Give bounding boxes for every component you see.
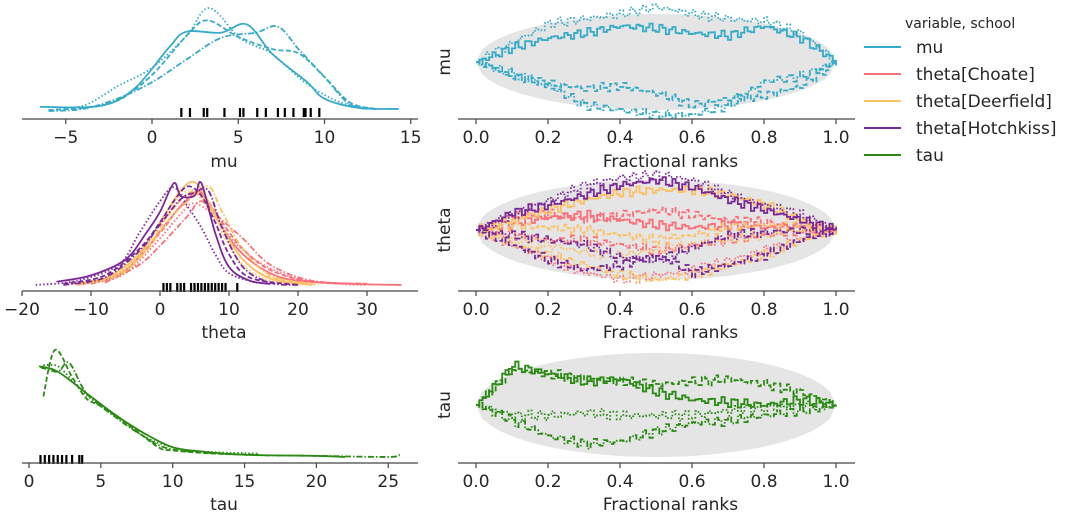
x-tick-label: 0.8 xyxy=(750,128,777,148)
kde-line-tau-2 xyxy=(43,363,259,455)
mu-density-panel: −5 0 5 10 15 mu xyxy=(22,7,422,172)
y-axis-label: theta xyxy=(435,208,455,253)
confidence-envelope xyxy=(476,180,836,280)
rank-ecdf-line-tau-2 xyxy=(476,399,837,422)
x-axis-label: Fractional ranks xyxy=(603,495,738,515)
rank-ecdf-line-theta-6 xyxy=(476,219,837,245)
x-tick-label: 15 xyxy=(400,128,422,148)
x-tick-label: 10 xyxy=(162,472,184,492)
x-tick-label: 0.0 xyxy=(462,472,489,492)
kde-line-theta-9 xyxy=(35,186,257,286)
legend-entry: mu xyxy=(864,38,943,58)
rank-ecdf-line-mu-3 xyxy=(476,61,837,120)
theta-density-panel: −20 −10 0 10 20 30 theta xyxy=(4,180,418,343)
x-axis-label: mu xyxy=(210,152,237,172)
x-tick-label: 10 xyxy=(314,128,336,148)
kde-line-mu-1 xyxy=(48,7,377,110)
legend-label: theta[Hotchkiss] xyxy=(916,119,1057,139)
confidence-envelope xyxy=(476,353,836,457)
kde-line-tau-3 xyxy=(40,361,401,458)
rank-ecdf-line-theta-1 xyxy=(476,228,837,284)
legend: variable, school mu theta[Choate] theta[De… xyxy=(864,16,1057,166)
legend-label: theta[Deerfield] xyxy=(916,92,1052,112)
rank-ecdf-line-mu-0 xyxy=(476,22,837,63)
x-tick-label: 0.6 xyxy=(678,128,705,148)
x-tick-label: 15 xyxy=(234,472,256,492)
legend-entry: theta[Deerfield] xyxy=(864,92,1052,112)
x-tick-label: 0.6 xyxy=(678,300,705,320)
x-tick-label: 1.0 xyxy=(822,472,849,492)
rank-ecdf-line-theta-11 xyxy=(476,224,837,264)
x-tick-label: 10 xyxy=(218,300,240,320)
x-tick-label: −10 xyxy=(73,300,109,320)
tau-rank-panel: tau 0.0 0.2 0.4 0.6 0.8 1.0 Fractional ranks xyxy=(435,353,855,515)
x-tick-label: 0.8 xyxy=(750,300,777,320)
mu-rank-panel: mu 0.0 0.2 0.4 0.6 0.8 1.0 Fractional ranks xyxy=(435,3,855,172)
kde-line-tau-1 xyxy=(42,348,259,456)
y-axis-label: tau xyxy=(435,391,455,419)
legend-label: mu xyxy=(916,38,943,58)
rank-ecdf-line-theta-9 xyxy=(476,170,837,232)
x-tick-label: 1.0 xyxy=(822,128,849,148)
x-tick-label: −20 xyxy=(4,300,40,320)
x-tick-label: 5 xyxy=(233,128,244,148)
x-tick-label: 0.2 xyxy=(534,128,561,148)
rank-ecdf-line-theta-4 xyxy=(476,185,837,233)
x-tick-label: 5 xyxy=(95,472,106,492)
x-tick-label: 0 xyxy=(24,472,35,492)
rank-ecdf-line-theta-7 xyxy=(476,228,837,283)
rank-ecdf-line-theta-8 xyxy=(476,176,837,232)
kde-line-theta-6 xyxy=(76,190,319,286)
legend-label: theta[Choate] xyxy=(916,65,1035,85)
x-tick-label: 0 xyxy=(147,128,158,148)
theta-rank-panel: theta 0.0 0.2 0.4 0.6 0.8 1.0 Fractional ranks xyxy=(435,170,855,343)
x-tick-label: 0.0 xyxy=(462,300,489,320)
kde-line-mu-2 xyxy=(48,19,377,111)
x-tick-label: 0.2 xyxy=(534,472,561,492)
legend-title: variable, school xyxy=(905,16,1015,32)
x-tick-label: 0.8 xyxy=(750,472,777,492)
kde-line-theta-10 xyxy=(63,185,299,286)
legend-entry: theta[Hotchkiss] xyxy=(864,119,1057,139)
x-tick-label: 1.0 xyxy=(822,300,849,320)
x-tick-label: 30 xyxy=(356,300,378,320)
x-tick-label: 0.4 xyxy=(606,472,633,492)
x-tick-label: −5 xyxy=(53,128,78,148)
kde-line-mu-0 xyxy=(39,22,399,110)
x-tick-label: 0.6 xyxy=(678,472,705,492)
rank-ecdf-line-theta-10 xyxy=(476,225,837,279)
x-axis-label: tau xyxy=(210,495,238,515)
x-tick-label: 0.0 xyxy=(462,128,489,148)
x-tick-label: 0.4 xyxy=(606,300,633,320)
x-tick-label: 25 xyxy=(377,472,399,492)
x-tick-label: 0.2 xyxy=(534,300,561,320)
y-axis-label: mu xyxy=(435,48,455,75)
rank-ecdf-line-mu-2 xyxy=(476,59,837,109)
kde-line-theta-7 xyxy=(76,185,312,286)
rank-ecdf-line-tau-1 xyxy=(476,367,837,408)
x-axis-label: Fractional ranks xyxy=(603,323,738,343)
rank-ecdf-line-tau-0 xyxy=(476,360,837,409)
kde-line-theta-5 xyxy=(76,189,312,286)
legend-entry: tau xyxy=(864,146,944,166)
kde-line-theta-11 xyxy=(63,187,299,286)
confidence-envelope xyxy=(476,14,836,110)
kde-line-tau-0 xyxy=(38,365,346,458)
legend-label: tau xyxy=(916,146,944,166)
kde-line-mu-3 xyxy=(48,25,377,112)
x-tick-label: 0.4 xyxy=(606,128,633,148)
x-axis-label: theta xyxy=(202,323,247,343)
x-tick-label: 0 xyxy=(155,300,166,320)
x-tick-label: 20 xyxy=(306,472,328,492)
legend-entry: theta[Choate] xyxy=(864,65,1035,85)
tau-density-panel: 0 5 10 15 20 25 tau xyxy=(22,348,418,515)
x-tick-label: 20 xyxy=(287,300,309,320)
x-axis-label: Fractional ranks xyxy=(603,152,738,172)
rank-ecdf-line-theta-5 xyxy=(476,224,837,260)
